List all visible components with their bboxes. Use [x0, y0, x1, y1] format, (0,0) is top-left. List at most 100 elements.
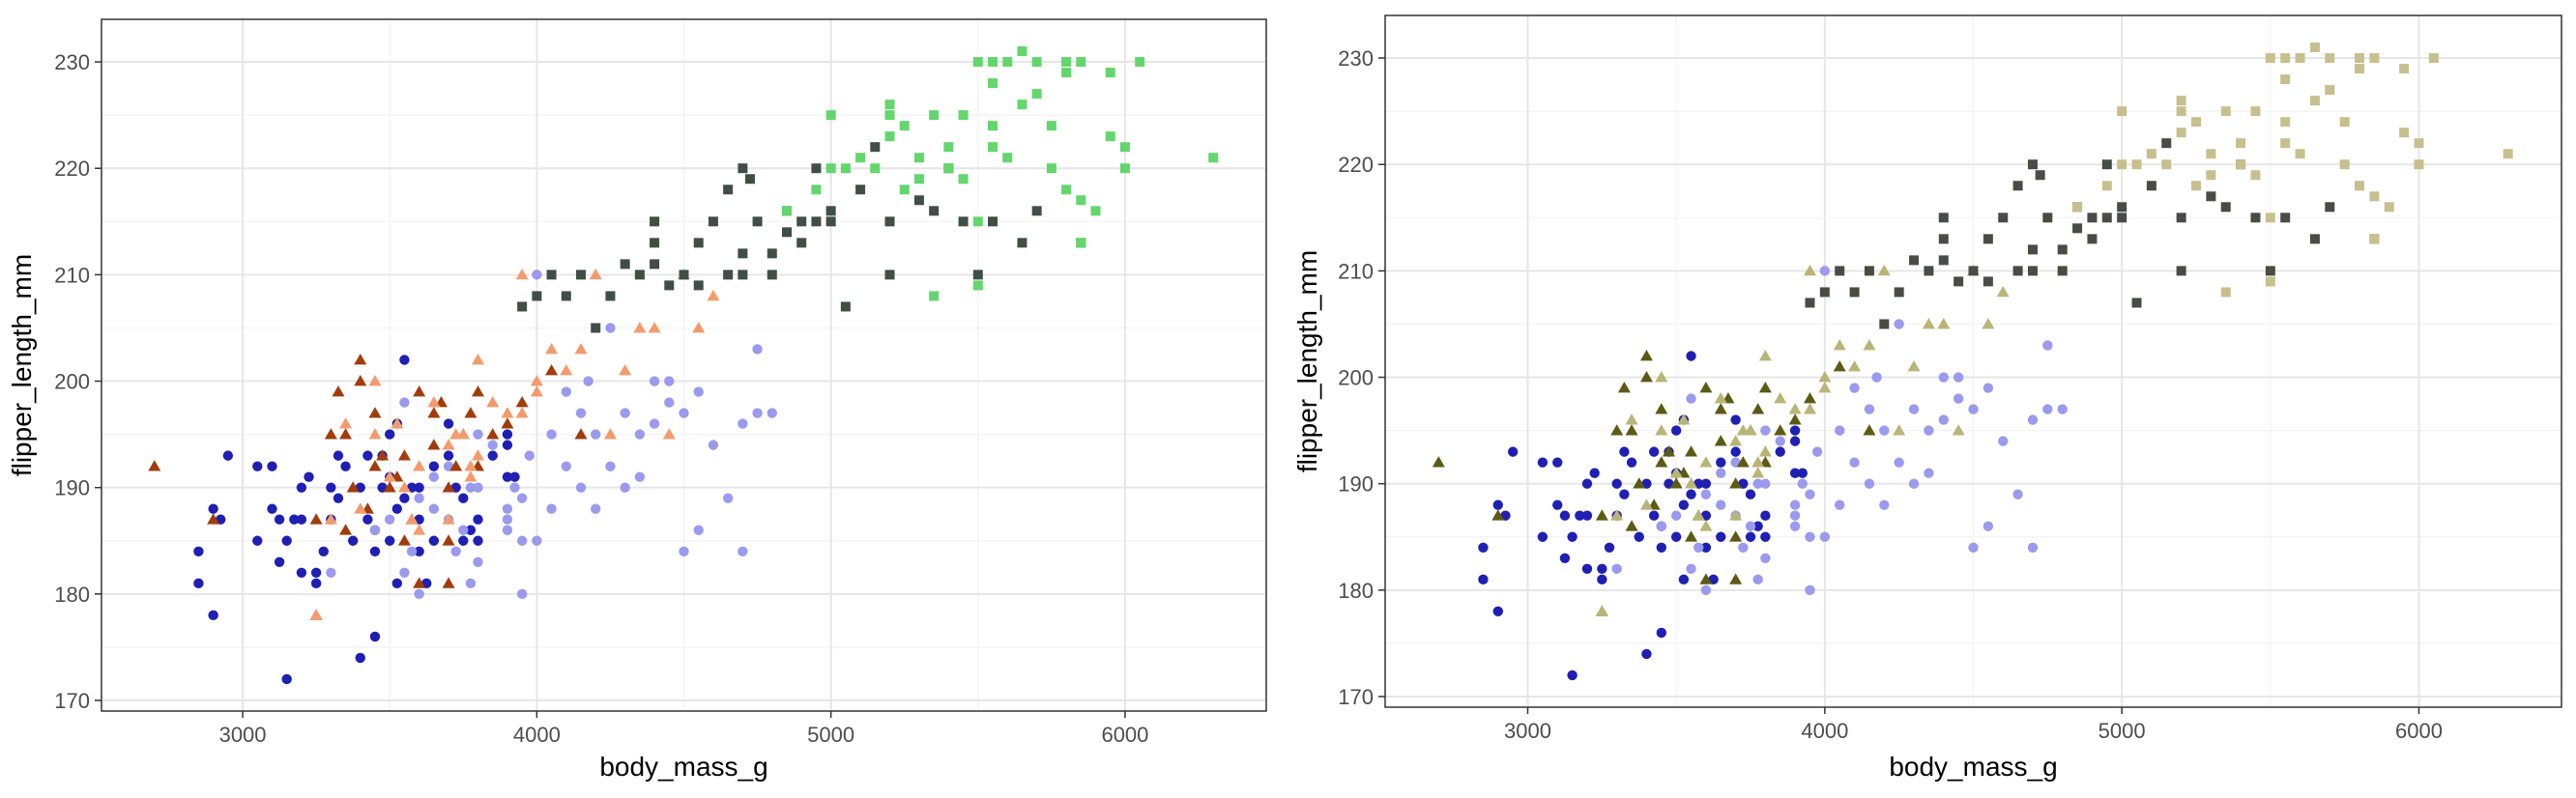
data-point	[1595, 605, 1608, 616]
data-point	[1760, 425, 1771, 436]
data-point	[796, 216, 807, 227]
data-point	[405, 513, 419, 525]
data-point	[1789, 521, 1801, 531]
data-point	[1678, 499, 1690, 510]
data-point	[1611, 563, 1622, 574]
series-square	[782, 46, 1219, 301]
data-point	[1729, 509, 1743, 521]
data-point	[1982, 317, 1995, 329]
data-point	[1835, 425, 1845, 436]
data-point	[515, 396, 529, 408]
data-point	[326, 482, 336, 493]
data-point	[2117, 202, 2127, 213]
data-point	[532, 535, 542, 546]
data-point	[473, 429, 483, 440]
data-point	[473, 482, 483, 493]
data-point	[1677, 413, 1691, 425]
data-point	[471, 385, 484, 397]
data-point	[1893, 424, 1906, 436]
data-point	[1835, 266, 1845, 276]
data-point	[634, 429, 646, 440]
data-point	[2280, 53, 2291, 64]
data-point	[464, 470, 478, 482]
data-point	[1998, 436, 2009, 446]
data-point	[825, 206, 836, 216]
data-point	[1076, 57, 1086, 68]
data-point	[1626, 457, 1637, 468]
data-point	[2295, 53, 2305, 64]
data-point	[2146, 181, 2156, 191]
data-point	[148, 460, 161, 471]
data-point	[1537, 457, 1548, 468]
data-point	[767, 408, 777, 418]
data-point	[1879, 425, 1890, 436]
data-point	[2072, 202, 2083, 213]
data-point	[267, 461, 277, 471]
data-point	[2369, 53, 2380, 64]
data-point	[2280, 74, 2291, 85]
data-point	[487, 450, 498, 461]
data-point	[825, 216, 836, 227]
data-point	[1736, 456, 1750, 468]
data-point	[575, 482, 587, 493]
data-point	[333, 450, 344, 461]
x-tick-label: 5000	[2098, 719, 2146, 743]
data-point	[1797, 478, 1808, 489]
data-point	[509, 482, 520, 493]
series-triangle	[309, 268, 720, 620]
data-point	[1567, 531, 1577, 542]
data-point	[458, 525, 469, 535]
data-point	[1595, 509, 1608, 521]
data-point	[1655, 456, 1668, 468]
data-point	[1046, 163, 1056, 174]
panel-border	[1384, 14, 2562, 708]
series-square	[2072, 43, 2513, 298]
data-point	[309, 513, 323, 525]
data-point	[385, 514, 395, 525]
data-point	[332, 385, 345, 397]
data-point	[2369, 191, 2380, 202]
data-point	[1002, 57, 1013, 68]
data-point	[1597, 574, 1607, 585]
data-point	[1633, 477, 1646, 489]
data-point	[406, 546, 418, 556]
data-point	[1894, 287, 1904, 298]
data-point	[1871, 372, 1882, 383]
data-point	[339, 524, 353, 535]
data-point	[281, 535, 292, 546]
data-point	[442, 577, 455, 588]
data-point	[2176, 106, 2186, 117]
data-point	[693, 238, 704, 248]
data-point	[413, 524, 426, 535]
data-point	[1864, 266, 1874, 276]
data-point	[591, 503, 601, 514]
data-point	[1758, 445, 1772, 457]
data-point	[385, 429, 395, 440]
data-point	[502, 471, 513, 482]
scatter-plot-right: 3000 4000 5000 6000 170 180 190 200 210 220 230 bo…	[1292, 14, 2562, 782]
series-circle	[326, 270, 777, 600]
data-point	[2146, 149, 2156, 159]
data-point	[2265, 266, 2275, 276]
data-point	[1908, 404, 1920, 414]
data-point	[988, 78, 999, 89]
data-point	[309, 609, 323, 620]
data-point	[605, 461, 616, 471]
data-point	[354, 353, 367, 365]
data-point	[1046, 121, 1056, 131]
data-point	[1031, 57, 1042, 68]
data-point	[1716, 499, 1726, 510]
data-point	[1567, 670, 1577, 681]
data-point	[929, 110, 940, 121]
data-point	[1983, 521, 1994, 531]
data-point	[870, 142, 881, 153]
data-point	[324, 428, 337, 440]
y-axis-title: flipper_length_mm	[7, 254, 37, 476]
data-point	[884, 270, 895, 280]
data-point	[2176, 213, 2186, 223]
data-point	[575, 270, 586, 280]
data-point	[347, 535, 359, 546]
data-point	[662, 428, 676, 440]
data-point	[2280, 213, 2291, 223]
